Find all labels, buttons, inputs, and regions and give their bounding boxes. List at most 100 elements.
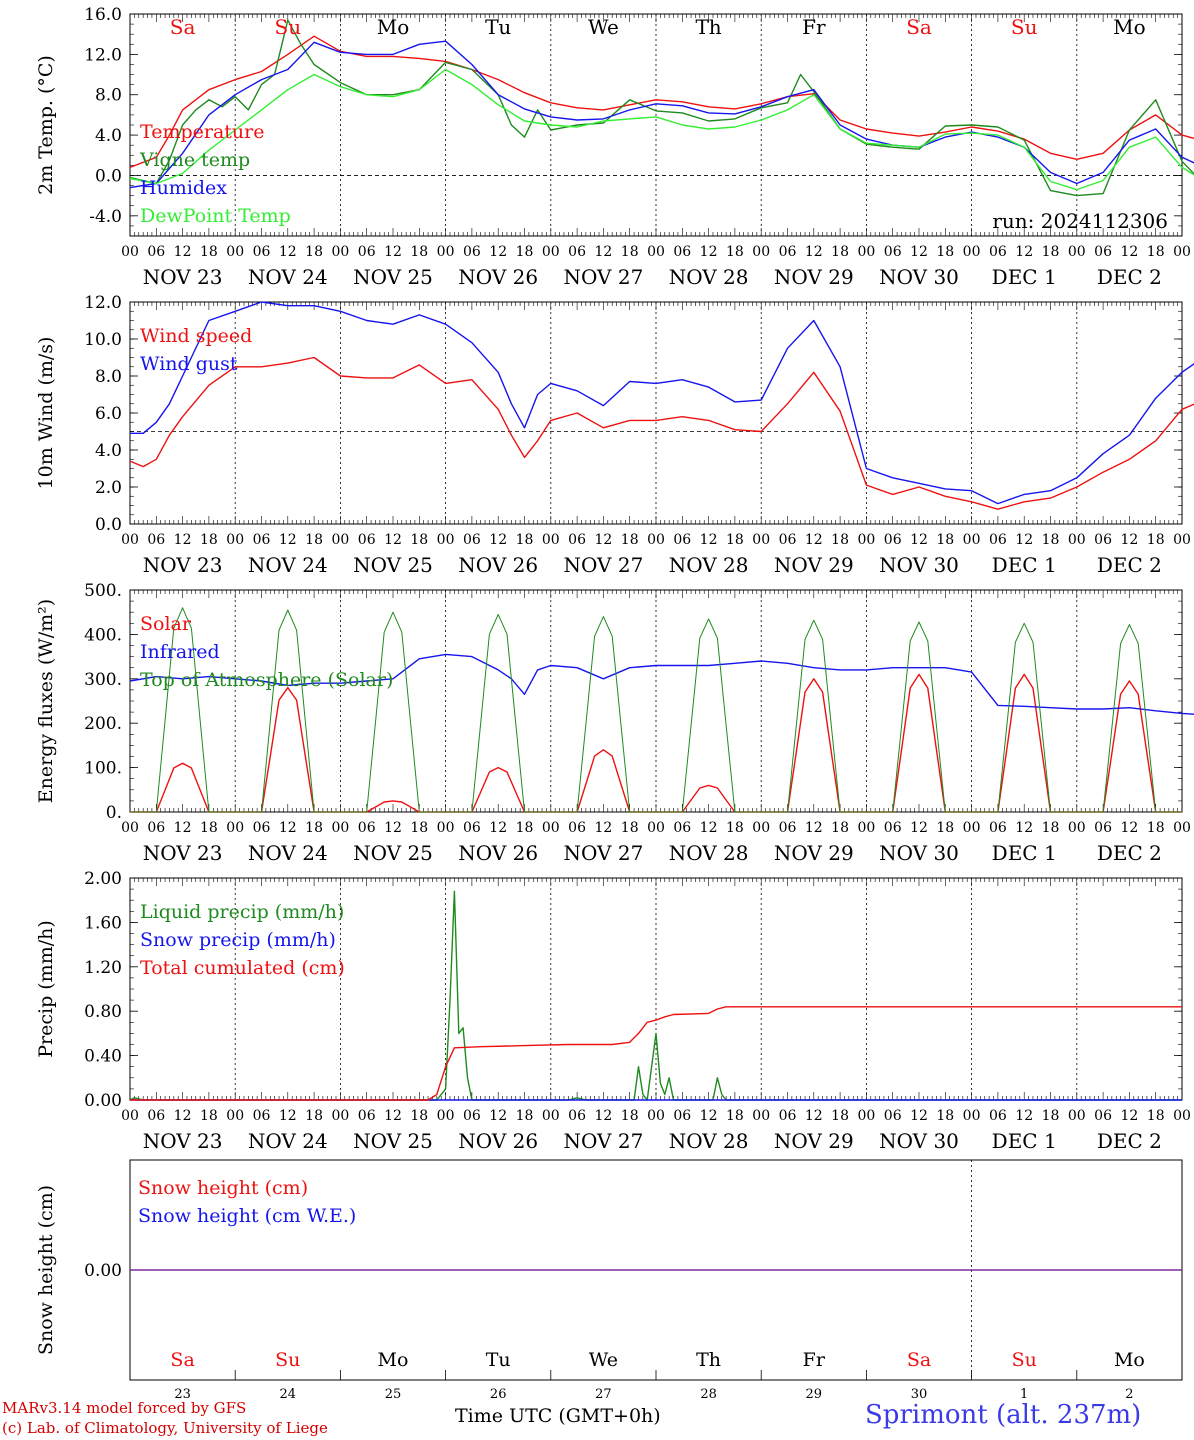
y-tick-label: 8.0 [95, 86, 122, 106]
hour-tick-label: 12 [594, 532, 612, 548]
legend-entry: Solar [140, 613, 192, 635]
hour-tick-label: 00 [437, 244, 455, 260]
day-label: NOV 30 [879, 1129, 959, 1153]
hour-tick-label: 00 [437, 820, 455, 836]
hour-tick-label: 00 [226, 820, 244, 836]
hour-tick-label: 18 [621, 532, 639, 548]
hour-tick-label: 18 [200, 820, 218, 836]
hour-tick-label: 00 [542, 820, 560, 836]
snow-weekday-label: Th [696, 1349, 721, 1371]
hour-tick-label: 06 [147, 532, 165, 548]
y-tick-label: 6.0 [95, 404, 122, 424]
hour-tick-label: 12 [279, 244, 297, 260]
hour-tick-label: 18 [936, 1108, 954, 1124]
hour-tick-label: 12 [805, 244, 823, 260]
day-label: DEC 1 [992, 841, 1057, 865]
day-label: NOV 30 [879, 841, 959, 865]
legend-entry: Total cumulated (cm) [140, 957, 345, 979]
hour-tick-label: 18 [516, 1108, 534, 1124]
y-tick-label: 8.0 [95, 367, 122, 387]
hour-tick-label: 18 [726, 1108, 744, 1124]
snow-day-number: 25 [385, 1387, 402, 1402]
hour-tick-label: 06 [989, 532, 1007, 548]
hour-tick-label: 06 [463, 244, 481, 260]
snow-weekday-label: Fr [803, 1349, 826, 1371]
y-tick-label: 4.0 [95, 126, 122, 146]
hour-tick-label: 18 [831, 820, 849, 836]
hour-tick-label: 12 [174, 244, 192, 260]
hour-tick-label: 12 [1015, 244, 1033, 260]
y-tick-label: 12.0 [84, 293, 122, 313]
hour-tick-label: 18 [516, 244, 534, 260]
hour-tick-label: 12 [1015, 532, 1033, 548]
y-tick-label: 0.40 [84, 1047, 122, 1067]
series-line-infrared [129, 653, 1194, 715]
hour-tick-label: 06 [1094, 244, 1112, 260]
hour-tick-label: 18 [621, 820, 639, 836]
day-label: NOV 25 [353, 265, 433, 289]
hour-tick-label: 18 [305, 820, 323, 836]
snow-weekday-label: Su [1012, 1349, 1037, 1371]
day-label: NOV 28 [669, 553, 749, 577]
hour-tick-label: 06 [1094, 1108, 1112, 1124]
y-tick-label: 200. [84, 714, 122, 734]
day-label: NOV 25 [353, 1129, 433, 1153]
hour-tick-label: 18 [726, 532, 744, 548]
hour-tick-label: 18 [305, 244, 323, 260]
day-label: NOV 26 [458, 841, 538, 865]
y-tick-label: 1.20 [84, 958, 122, 978]
hour-tick-label: 06 [779, 532, 797, 548]
hour-tick-label: 06 [673, 1108, 691, 1124]
weekday-label: Th [695, 15, 721, 39]
hour-tick-label: 18 [410, 1108, 428, 1124]
hour-tick-label: 00 [1068, 244, 1086, 260]
hour-tick-label: 00 [1068, 532, 1086, 548]
hour-tick-label: 06 [253, 244, 271, 260]
y-axis-title: Energy fluxes (W/m²) [35, 599, 57, 803]
hour-tick-label: 06 [568, 1108, 586, 1124]
hour-tick-label: 12 [594, 244, 612, 260]
hour-tick-label: 06 [358, 244, 376, 260]
legend-entry: Infrared [140, 641, 220, 663]
y-tick-label: 0.00 [84, 1261, 122, 1281]
y-tick-label: 300. [84, 670, 122, 690]
weekday-label: Sa [170, 15, 196, 39]
day-label: NOV 29 [774, 1129, 854, 1153]
hour-tick-label: 06 [673, 532, 691, 548]
y-tick-label: 2.0 [95, 478, 122, 498]
hour-tick-label: 12 [489, 244, 507, 260]
hour-tick-label: 00 [963, 820, 981, 836]
series-line-humidex [129, 40, 1194, 189]
hour-tick-label: 00 [752, 1108, 770, 1124]
y-axis-title: Precip (mm/h) [35, 920, 57, 1058]
hour-tick-label: 18 [1147, 532, 1165, 548]
series-line-vigne-temp [129, 19, 1194, 197]
y-tick-label: 1.60 [84, 913, 122, 933]
hour-tick-label: 06 [779, 1108, 797, 1124]
hour-tick-label: 00 [857, 820, 875, 836]
day-label: DEC 2 [1097, 265, 1162, 289]
weekday-label: Fr [802, 15, 826, 39]
hour-tick-label: 06 [147, 1108, 165, 1124]
day-label: NOV 24 [248, 553, 328, 577]
time-axis-label: Time UTC (GMT+0h) [455, 1405, 661, 1427]
y-axis-title: 10m Wind (m/s) [35, 337, 57, 490]
hour-tick-label: 00 [647, 820, 665, 836]
hour-tick-label: 00 [542, 532, 560, 548]
hour-tick-label: 18 [621, 244, 639, 260]
snow-weekday-label: Sa [170, 1349, 194, 1371]
snow-day-number: 28 [700, 1387, 717, 1402]
hour-tick-label: 18 [831, 1108, 849, 1124]
weekday-label: Mo [377, 15, 410, 39]
hour-tick-label: 06 [989, 244, 1007, 260]
snow-day-number: 26 [490, 1387, 507, 1402]
hour-tick-label: 06 [1094, 820, 1112, 836]
hour-tick-label: 18 [936, 244, 954, 260]
hour-tick-label: 18 [516, 532, 534, 548]
legend-entry: Humidex [140, 177, 227, 199]
hour-tick-label: 00 [857, 244, 875, 260]
hour-tick-label: 18 [305, 1108, 323, 1124]
hour-tick-label: 12 [279, 820, 297, 836]
day-label: NOV 26 [458, 553, 538, 577]
